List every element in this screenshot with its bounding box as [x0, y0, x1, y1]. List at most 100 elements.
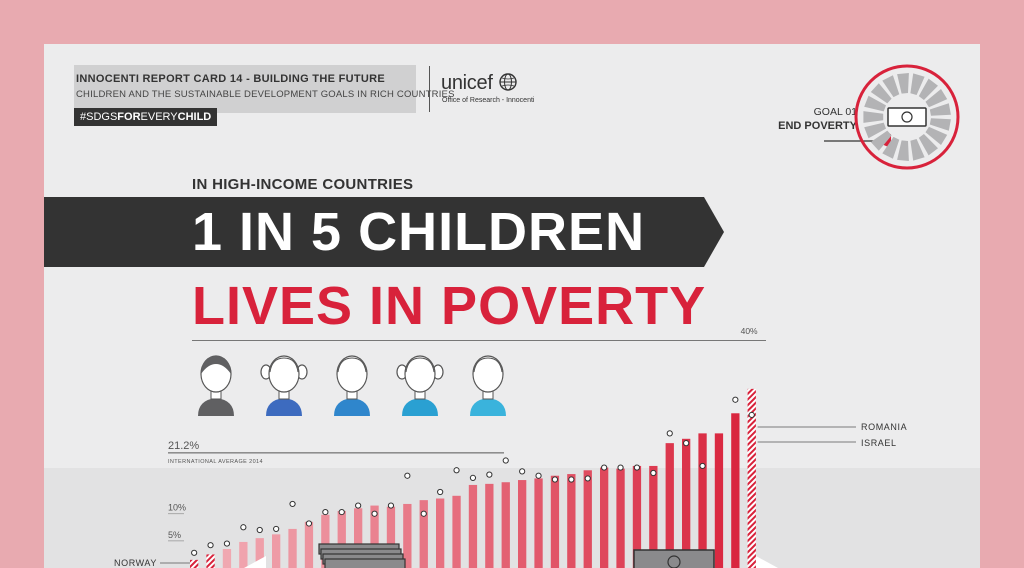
callout-romania: ROMANIA: [861, 422, 907, 432]
data-dot: [699, 462, 706, 470]
money-stack-icon: [318, 543, 406, 568]
data-dot: [732, 396, 739, 403]
logo-text: unicef: [441, 72, 493, 94]
goal-wheel-icon: [824, 64, 960, 170]
data-dot: [551, 476, 559, 483]
wheel-segment: [864, 122, 886, 139]
globe-icon: [499, 73, 517, 91]
bar: [665, 443, 674, 568]
data-dot: [748, 411, 755, 419]
bar: [206, 554, 215, 568]
data-dot: [305, 520, 313, 527]
shirt: [334, 398, 370, 416]
report-header-box: [74, 65, 416, 113]
data-dot: [502, 457, 509, 464]
data-dot: [387, 502, 395, 509]
wheel-segment: [929, 103, 951, 116]
boy-icon: [198, 355, 234, 416]
headline-rule: [192, 340, 766, 341]
bar: [550, 475, 560, 568]
girl-icon: [396, 355, 444, 416]
shirt: [266, 398, 302, 416]
bar: [714, 433, 724, 568]
bar: [337, 511, 346, 568]
bar: [600, 467, 609, 568]
wheel-segment: [918, 78, 938, 100]
head: [268, 355, 300, 393]
data-dot: [420, 510, 427, 517]
data-dot: [437, 488, 444, 496]
boy-icon: [470, 355, 506, 416]
head: [472, 355, 504, 393]
bar: [534, 478, 543, 568]
data-dot: [338, 508, 345, 516]
wheel-segment: [897, 140, 909, 161]
bar: [222, 549, 232, 568]
bar: [518, 480, 527, 568]
bar: [485, 483, 494, 568]
data-dot: [273, 525, 280, 533]
data-dot: [633, 464, 641, 471]
hairline: [269, 357, 299, 373]
girl-icon: [260, 355, 308, 416]
head: [336, 355, 368, 393]
wheel-segment: [910, 139, 925, 161]
bar: [419, 500, 428, 568]
data-dot: [650, 469, 657, 477]
data-dot: [322, 508, 329, 516]
data-dot: [486, 471, 493, 478]
wheel-segment: [929, 118, 951, 131]
wheel-segment: [897, 73, 909, 94]
headline-line2: LIVES IN POVERTY: [192, 276, 707, 336]
data-dot: [240, 524, 247, 531]
bar: [698, 433, 707, 568]
hairline: [473, 357, 503, 373]
top-value-label: 40%: [741, 326, 758, 336]
data-dot: [191, 549, 198, 556]
boy-icon: [334, 355, 370, 416]
wheel-segment: [925, 126, 948, 145]
bar: [468, 484, 478, 568]
bar: [321, 514, 330, 568]
shirt: [470, 398, 506, 416]
bar: [632, 465, 642, 568]
bar: [304, 521, 314, 568]
data-dot: [453, 467, 460, 474]
bar: [747, 388, 756, 568]
banknote-icon: [633, 549, 715, 568]
head: [404, 355, 436, 393]
bar: [649, 465, 658, 568]
left-arrow-icon: [244, 556, 266, 568]
bar: [583, 470, 592, 568]
headline-kicker: IN HIGH-INCOME COUNTRIES: [192, 176, 414, 193]
hashtag-part: CHILD: [177, 111, 212, 123]
data-dot: [404, 472, 411, 479]
bar: [616, 468, 625, 568]
data-dot: [289, 500, 296, 508]
bar: [190, 559, 199, 568]
hashtag[interactable]: #SDGSFOREVERYCHILD: [74, 108, 218, 126]
data-dot: [683, 440, 690, 447]
y-tick-label: 10%: [168, 503, 186, 513]
goal-number: GOAL 01: [813, 106, 857, 118]
hashtag-part: #SDGS: [80, 111, 118, 123]
data-dot: [519, 468, 526, 475]
bar: [255, 538, 264, 568]
average-label: 21.2%: [168, 440, 199, 452]
banknote: [324, 558, 406, 568]
data-dot: [469, 474, 477, 481]
bar: [403, 503, 412, 568]
bar: [682, 438, 691, 568]
bar: [239, 541, 248, 568]
headline-banner: [44, 197, 724, 267]
data-dot: [601, 464, 608, 471]
wheel-segment: [882, 136, 900, 159]
hairline: [337, 357, 367, 373]
bar: [452, 495, 461, 568]
wheel-segment: [925, 89, 948, 108]
data-dot: [207, 542, 214, 549]
bar: [731, 413, 740, 568]
wheel-segment: [870, 83, 892, 104]
poverty-bar-chart: 5% 10% 21.2% INTERNATIONAL AVERAGE 2014 40% N…: [114, 326, 907, 568]
chart-floor-band: [44, 468, 980, 568]
